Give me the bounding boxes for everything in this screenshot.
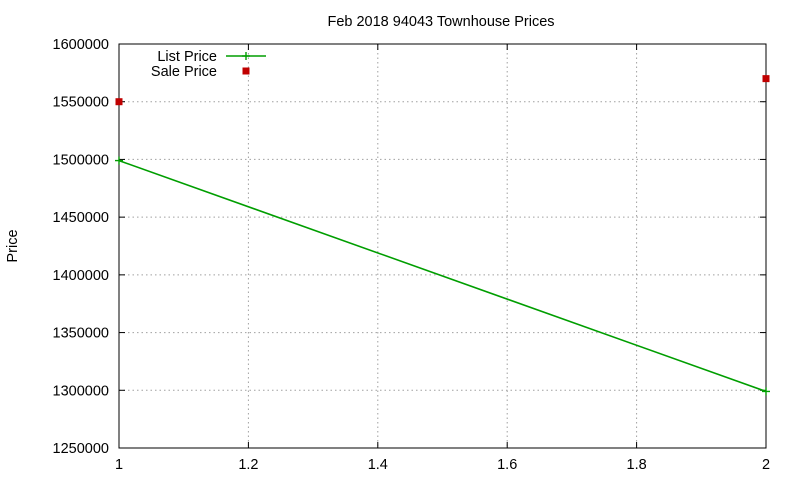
- y-tick-label: 1500000: [53, 152, 109, 168]
- chart-title: Feb 2018 94043 Townhouse Prices: [327, 14, 554, 30]
- axis-ticks: [118, 43, 767, 449]
- grid: [119, 44, 766, 448]
- legend-label: List Price: [157, 49, 217, 65]
- sale-price-series: [115, 75, 770, 106]
- list-price-point: [115, 156, 123, 165]
- y-tick-label: 1550000: [53, 95, 109, 111]
- y-tick-label: 1350000: [53, 326, 109, 342]
- legend-item-sale-price: Sale Price: [151, 64, 250, 80]
- y-tick-label: 1250000: [53, 441, 109, 457]
- series-layer: [115, 75, 770, 396]
- x-tick-label: 1: [115, 457, 123, 473]
- legend-item-list-price: List Price: [157, 49, 266, 65]
- legend-plus-marker: [242, 52, 250, 60]
- list-price-point: [762, 387, 770, 396]
- tick-labels: 1 1.2 1.4 1.6 1.8 2 1250000 1300000 1350000 14000…: [53, 37, 770, 473]
- y-tick-label: 1450000: [53, 210, 109, 226]
- x-tick-label: 2: [762, 457, 770, 473]
- plot-frame: [118, 43, 767, 449]
- y-tick-label: 1400000: [53, 268, 109, 284]
- y-tick-label: 1600000: [53, 37, 109, 53]
- y-tick-label: 1300000: [53, 383, 109, 399]
- list-price-series: [115, 156, 770, 396]
- sale-price-point: [762, 75, 770, 83]
- x-tick-label: 1.8: [627, 457, 647, 473]
- x-tick-label: 1.6: [497, 457, 517, 473]
- x-tick-label: 1.4: [368, 457, 388, 473]
- legend-square-marker: [242, 67, 250, 75]
- list-price-line: [118, 159, 767, 393]
- legend-label: Sale Price: [151, 64, 217, 80]
- y-axis-label: Price: [5, 229, 21, 262]
- x-tick-label: 1.2: [238, 457, 258, 473]
- sale-price-point: [115, 98, 123, 106]
